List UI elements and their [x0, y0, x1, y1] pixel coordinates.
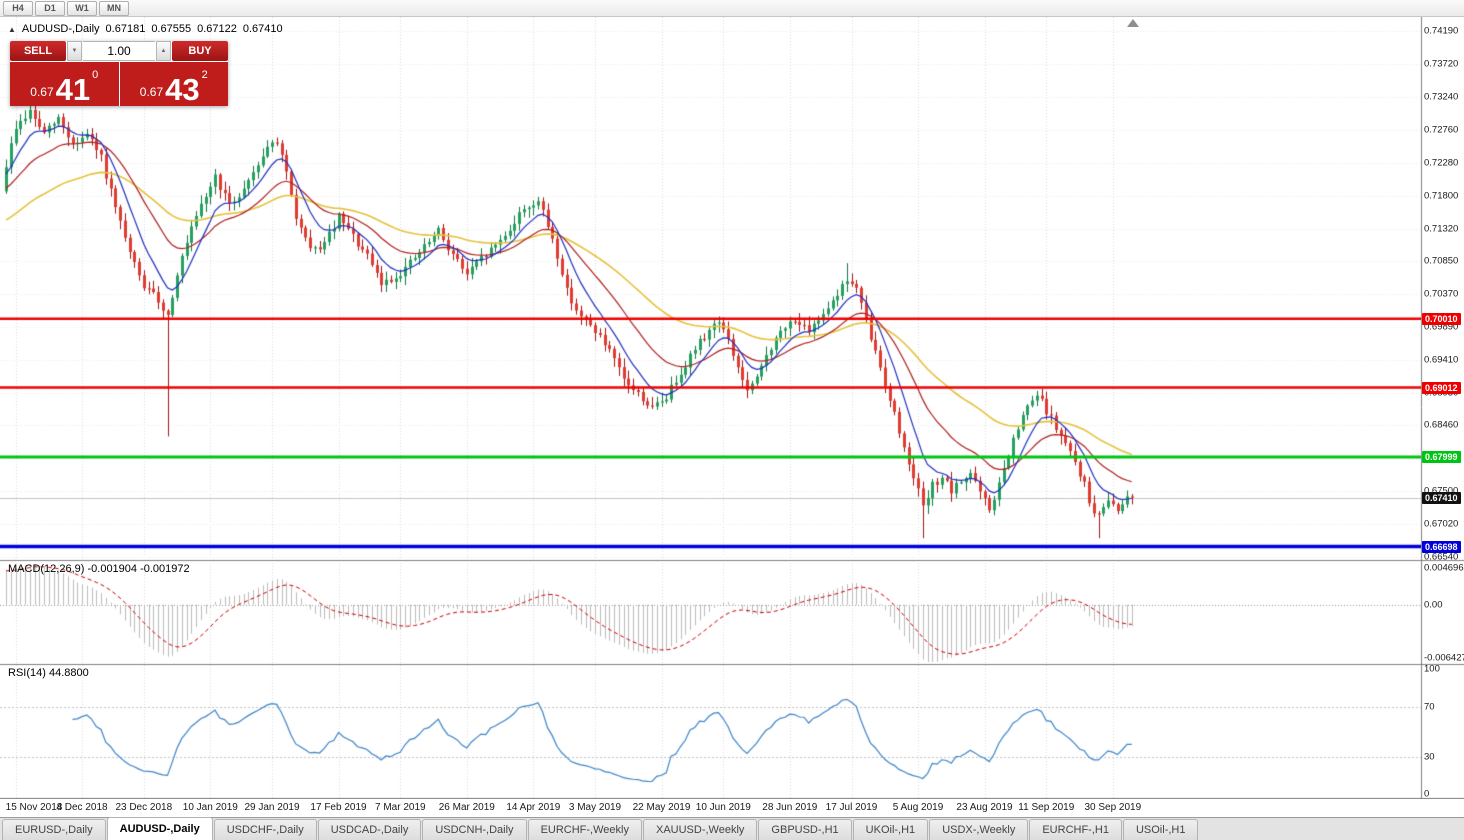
price-axis-label: 0.69410 [1424, 354, 1459, 366]
price-axis-label: 0.72760 [1424, 124, 1459, 136]
chart-symbol-info: ▲ AUDUSD-,Daily 0.67181 0.67555 0.67122 … [8, 23, 283, 35]
tab-eurusd-daily[interactable]: EURUSD-,Daily [2, 819, 106, 840]
tab-audusd-daily[interactable]: AUDUSD-,Daily [106, 817, 213, 840]
one-click-collapse-icon[interactable]: ▲ [8, 24, 16, 34]
time-axis-label: 30 Sep 2019 [1084, 802, 1142, 813]
macd-title: MACD(12,26,9) [8, 563, 85, 575]
time-axis-label: 3 May 2019 [568, 802, 622, 813]
time-axis-label: 23 Aug 2019 [956, 802, 1013, 813]
rsi-axis-label: 0 [1424, 788, 1430, 800]
time-axis-label: 10 Jun 2019 [695, 802, 751, 813]
rsi-axis-label: 100 [1424, 663, 1440, 675]
volume-decrease-button[interactable]: ▼ [67, 41, 82, 61]
sell-price-prefix: 0.67 [30, 85, 54, 99]
level-price-badge: 0.69012 [1422, 381, 1461, 394]
macd-indicator-label: MACD(12,26,9) -0.001904 -0.001972 [8, 563, 190, 575]
price-axis-label: 0.70850 [1424, 255, 1459, 267]
price-chart-canvas[interactable] [0, 17, 1464, 799]
rsi-value: 44.8800 [48, 667, 89, 679]
timeframe-button-h4[interactable]: H4 [3, 0, 33, 16]
rsi-indicator-label: RSI(14) 44.8800 [8, 667, 89, 679]
time-axis-label: 15 Nov 2018 [5, 802, 63, 813]
tab-usdcad-daily[interactable]: USDCAD-,Daily [317, 819, 422, 840]
buy-price-prefix: 0.67 [139, 85, 164, 99]
volume-increase-button[interactable]: ▲ [156, 41, 171, 61]
tab-eurchf-weekly[interactable]: EURCHF-,Weekly [527, 819, 642, 840]
time-axis-label: 22 May 2019 [632, 802, 691, 813]
level-price-badge: 0.66698 [1422, 540, 1461, 553]
ohlc-close: 0.67410 [242, 23, 283, 35]
price-axis-label: 0.71320 [1424, 223, 1459, 235]
buy-price-big-digits: 43 [165, 71, 200, 107]
timeframe-button-mn[interactable]: MN [99, 0, 129, 16]
time-axis[interactable]: 15 Nov 2018 4 Dec 2018 23 Dec 2018 10 Jan 2… [0, 799, 1464, 817]
current-price-badge: 0.67410 [1422, 491, 1461, 504]
macd-axis-label: -0.006427 [1424, 652, 1464, 664]
price-axis-label: 0.72280 [1424, 157, 1459, 169]
tab-usdx-weekly[interactable]: USDX-,Weekly [929, 819, 1029, 840]
timeframe-button-w1[interactable]: W1 [67, 0, 97, 16]
price-axis[interactable]: 0.74190 0.73720 0.73240 0.72760 0.72280 0.718… [1422, 17, 1464, 800]
time-axis-label: 14 Apr 2019 [506, 802, 561, 813]
sell-price-pip-digit: 0 [92, 69, 99, 81]
price-axis-label: 0.70370 [1424, 288, 1459, 300]
price-axis-label: 0.74190 [1424, 25, 1459, 37]
timeframe-toolbar: H4 D1 W1 MN [0, 0, 1464, 17]
rsi-axis-label: 70 [1424, 701, 1435, 712]
price-axis-label: 0.69890 [1424, 321, 1459, 333]
time-axis-label: 5 Aug 2019 [892, 802, 944, 813]
rsi-axis-label: 30 [1424, 751, 1435, 762]
time-axis-label: 17 Feb 2019 [310, 802, 367, 813]
sell-price-big-digits: 41 [55, 71, 91, 107]
ohlc-high: 0.67555 [151, 23, 192, 35]
timeframe-buttons: H4 D1 W1 MN [3, 0, 129, 16]
tab-eurchf-h1[interactable]: EURCHF-,H1 [1029, 819, 1122, 840]
time-axis-label: 23 Dec 2018 [115, 802, 173, 813]
tab-usdchf-daily[interactable]: USDCHF-,Daily [213, 819, 317, 840]
time-axis-label: 7 Mar 2019 [375, 802, 426, 813]
time-axis-label: 17 Jul 2019 [825, 802, 878, 813]
buy-price-pip-digit: 2 [201, 69, 208, 81]
time-axis-label: 29 Jan 2019 [244, 802, 300, 813]
tab-xauusd-weekly[interactable]: XAUUSD-,Weekly [642, 819, 758, 840]
time-axis-label: 28 Jun 2019 [762, 802, 818, 813]
time-axis-label: 26 Mar 2019 [438, 802, 495, 813]
ohlc-low: 0.67122 [197, 23, 237, 35]
buy-button[interactable]: BUY [172, 41, 228, 61]
chart-tab-bar: EURUSD-,Daily AUDUSD-,Daily USDCHF-,Daily U… [0, 817, 1464, 840]
tab-usdcnh-daily[interactable]: USDCNH-,Daily [422, 819, 527, 840]
price-axis-label: 0.73240 [1424, 91, 1459, 103]
tab-usoil-h1[interactable]: USOil-,H1 [1122, 819, 1199, 840]
volume-input[interactable]: 1.00 [83, 41, 155, 61]
tab-ukoil-h1[interactable]: UKOil-,H1 [852, 819, 929, 840]
sell-button[interactable]: SELL [10, 41, 66, 61]
sell-price-display[interactable]: 0.67 41 0 [10, 62, 119, 106]
macd-axis-label: 0.00 [1424, 599, 1443, 611]
price-axis-label: 0.68460 [1424, 419, 1459, 431]
level-price-badge: 0.70010 [1422, 312, 1461, 325]
chart-shift-marker-icon[interactable] [1127, 19, 1139, 27]
ohlc-open: 0.67181 [105, 23, 146, 35]
price-axis-label: 0.67500 [1424, 486, 1458, 497]
time-axis-label: 11 Sep 2019 [1018, 802, 1075, 813]
macd-values: -0.001904 -0.001972 [87, 563, 190, 575]
macd-axis-label: 0.004696 [1424, 562, 1464, 574]
tab-gbpusd-h1[interactable]: GBPUSD-,H1 [758, 819, 852, 840]
price-axis-label: 0.71800 [1424, 190, 1459, 202]
rsi-title: RSI(14) [8, 667, 46, 679]
time-axis-label: 4 Dec 2018 [56, 802, 108, 813]
one-click-trading-panel: SELL ▼ 1.00 ▲ BUY 0.67 41 0 0.67 43 2 [10, 41, 228, 106]
time-axis-label: 10 Jan 2019 [182, 802, 238, 813]
level-price-badge: 0.67999 [1422, 451, 1461, 464]
price-axis-label: 0.67020 [1424, 518, 1459, 530]
price-axis-label: 0.73720 [1424, 58, 1459, 70]
symbol-name: AUDUSD-,Daily [21, 23, 100, 35]
price-axis-label: 0.66540 [1424, 551, 1459, 563]
timeframe-button-d1[interactable]: D1 [35, 0, 65, 16]
buy-price-display[interactable]: 0.67 43 2 [119, 62, 228, 107]
